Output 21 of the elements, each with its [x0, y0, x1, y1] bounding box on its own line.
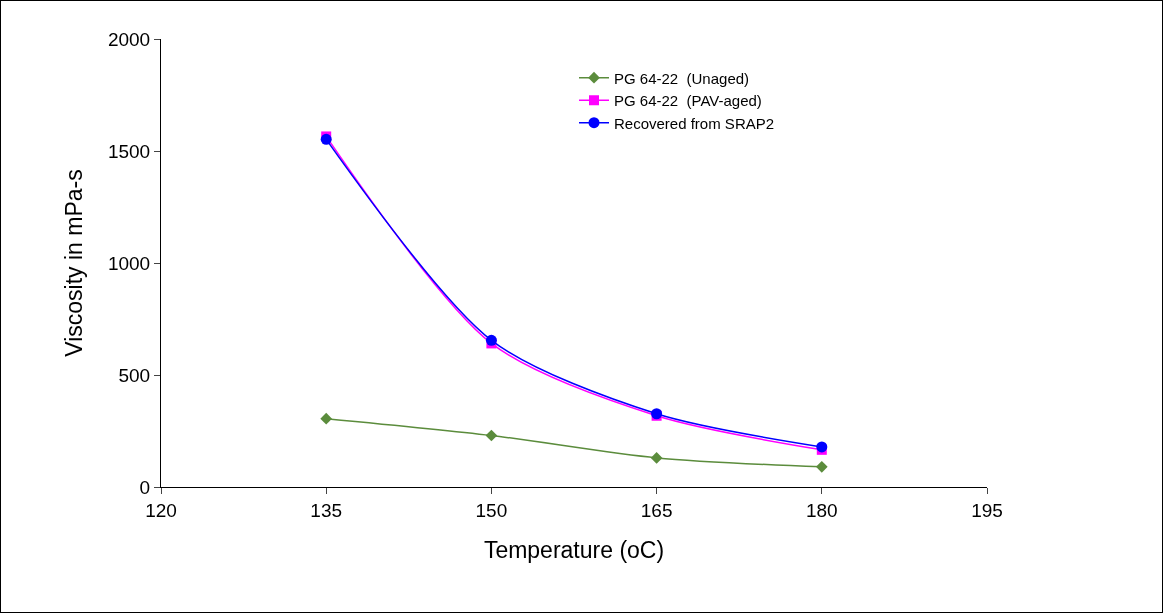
y-tick-label: 0	[139, 476, 151, 498]
point	[320, 412, 333, 425]
legend-label: PG 64-22 (Unaged)	[614, 69, 750, 87]
legend-label: Recovered from SRAP2	[614, 114, 775, 132]
x-tick-label: 195	[971, 499, 1003, 521]
x-tick-label: 165	[640, 499, 673, 521]
point	[650, 452, 663, 464]
x-axis-title: Temperature (oC)	[483, 537, 665, 564]
y-tick-label: 2000	[107, 28, 151, 50]
legend-label: PG 64-22 (PAV-aged)	[614, 92, 762, 109]
x-tick-label: 150	[475, 499, 508, 521]
y-tick-label: 1500	[107, 140, 151, 162]
point	[485, 334, 497, 346]
y-axis-title: Viscosity in mPa-s	[61, 169, 88, 357]
x-tick-label: 120	[145, 499, 177, 521]
x-tick-label: 135	[310, 499, 343, 521]
point	[815, 460, 828, 473]
point	[485, 429, 498, 442]
y-tick-label: 1000	[107, 252, 151, 274]
x-tick-label: 180	[805, 499, 838, 521]
y-tick-label: 500	[118, 364, 151, 386]
